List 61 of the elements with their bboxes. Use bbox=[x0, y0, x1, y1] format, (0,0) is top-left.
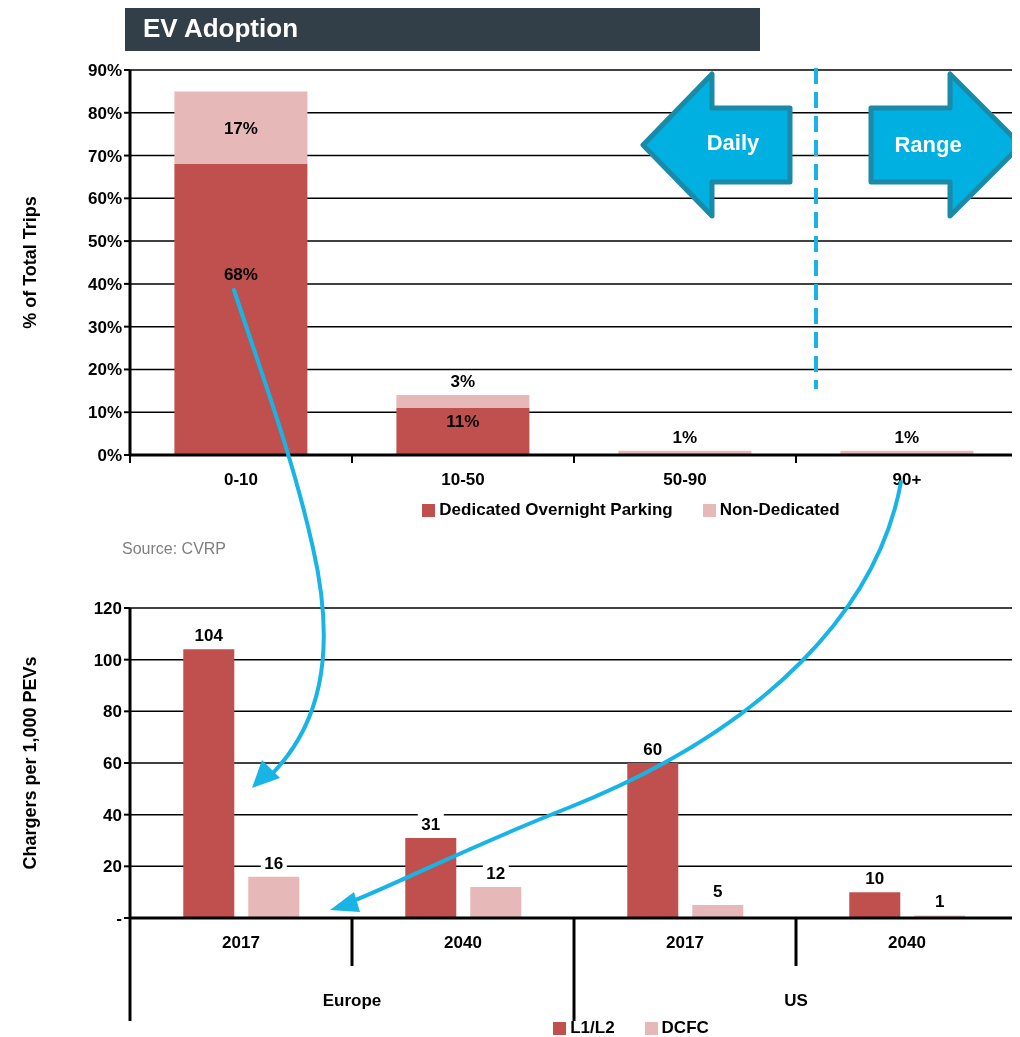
annotation: Range bbox=[893, 132, 963, 158]
y-axis-title: Chargers per 1,000 PEVs bbox=[20, 656, 41, 870]
bar bbox=[692, 905, 744, 918]
chart-title: EV Adoption bbox=[125, 5, 760, 51]
y-tick-label: 20 bbox=[103, 857, 122, 877]
y-tick-label: 120 bbox=[93, 599, 122, 619]
y-tick-label: 0% bbox=[97, 446, 122, 466]
y-tick-label: 60 bbox=[103, 754, 122, 774]
text: Europe bbox=[322, 991, 382, 1010]
y-tick-label: 10% bbox=[87, 403, 122, 423]
data-label: 10 bbox=[865, 869, 885, 889]
text: US bbox=[784, 991, 808, 1010]
legend-label: Non-Dedicated bbox=[719, 500, 840, 519]
data-label: 1% bbox=[894, 427, 920, 447]
y-tick-label: 40 bbox=[103, 805, 122, 825]
y-tick-label: 90% bbox=[87, 61, 122, 81]
x-tick-label: 0-10 bbox=[223, 470, 259, 489]
bar bbox=[627, 763, 679, 918]
bar bbox=[396, 407, 530, 455]
y-tick-label: 80 bbox=[103, 702, 122, 722]
data-label: 12 bbox=[486, 864, 506, 883]
legend-label: L1/L2 bbox=[570, 1018, 615, 1037]
data-label: 11% bbox=[446, 411, 480, 431]
x-tick-label: 2017 bbox=[666, 933, 704, 952]
bar bbox=[396, 395, 530, 408]
y-axis-title: % of Total Trips bbox=[20, 196, 41, 329]
bar bbox=[470, 887, 522, 918]
legend-label: Dedicated Overnight Parking bbox=[439, 500, 673, 519]
data-label: 16 bbox=[264, 853, 284, 873]
data-label: 1% bbox=[672, 427, 698, 447]
bar bbox=[248, 876, 300, 918]
data-label: 3% bbox=[450, 372, 476, 392]
y-tick-label: 30% bbox=[87, 317, 122, 337]
y-tick-label: - bbox=[116, 909, 122, 929]
bar bbox=[183, 649, 235, 918]
legend-label: DCFC bbox=[661, 1018, 709, 1037]
annotation: Daily bbox=[705, 130, 761, 156]
x-tick-label: 2040 bbox=[888, 933, 926, 952]
y-tick-label: 100 bbox=[93, 650, 122, 670]
y-tick-label: 40% bbox=[87, 274, 122, 294]
bar bbox=[174, 91, 308, 165]
data-label: 31 bbox=[421, 814, 441, 834]
data-label: 60 bbox=[643, 740, 663, 759]
bar bbox=[405, 837, 457, 918]
data-label: 104 bbox=[194, 626, 224, 646]
data-label: 68% bbox=[223, 265, 258, 285]
y-tick-label: 50% bbox=[87, 232, 122, 252]
y-tick-label: 70% bbox=[87, 146, 122, 166]
y-tick-label: 60% bbox=[87, 189, 122, 209]
data-label: 17% bbox=[223, 118, 258, 138]
x-tick-label: 2040 bbox=[444, 933, 482, 952]
x-tick-label: 90+ bbox=[892, 470, 922, 489]
data-label: 5 bbox=[713, 882, 723, 902]
x-tick-label: 10-50 bbox=[441, 470, 485, 489]
x-tick-label: 2017 bbox=[222, 933, 260, 952]
y-tick-label: 20% bbox=[87, 360, 122, 380]
bar bbox=[849, 892, 901, 918]
x-tick-label: 50-90 bbox=[663, 470, 707, 489]
source-note: Source: CVRP bbox=[122, 540, 227, 558]
data-label: 1 bbox=[935, 892, 945, 912]
y-tick-label: 80% bbox=[87, 103, 122, 123]
